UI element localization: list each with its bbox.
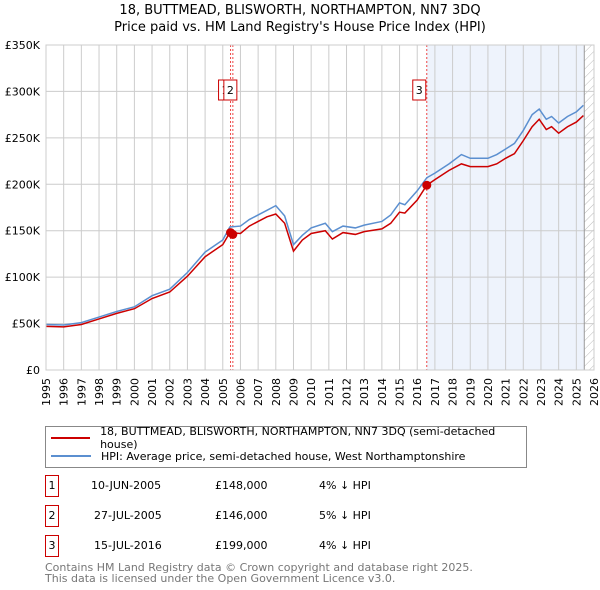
y-tick-label: £0	[26, 364, 40, 377]
transaction-hpi: 4% ↓ HPI	[319, 479, 371, 492]
x-tick-label: 2012	[341, 378, 354, 406]
x-tick-label: 2003	[181, 378, 194, 406]
transaction-row: 2 27-JUL-2005 £146,000 5% ↓ HPI	[45, 505, 445, 527]
plot-border	[45, 44, 595, 371]
x-tick-label: 2024	[553, 378, 566, 406]
x-tick-label: 2015	[394, 378, 407, 406]
sale-point-2	[228, 229, 238, 239]
transaction-price: £146,000	[215, 509, 268, 522]
x-tick-label: 2007	[252, 378, 265, 406]
transaction-date: 15-JUL-2016	[94, 539, 162, 552]
x-tick-label: 2017	[429, 378, 442, 406]
legend: 18, BUTTMEAD, BLISWORTH, NORTHAMPTON, NN…	[45, 425, 527, 468]
marker-label-3: 3	[416, 84, 423, 97]
y-tick-label: £200K	[5, 178, 41, 191]
x-tick-label: 2001	[146, 378, 159, 406]
transaction-date: 10-JUN-2005	[91, 479, 162, 492]
x-tick-label: 2022	[517, 378, 530, 406]
transaction-hpi: 4% ↓ HPI	[319, 539, 371, 552]
x-tick-label: 2002	[164, 378, 177, 406]
transaction-price: £199,000	[215, 539, 268, 552]
x-tick-label: 2020	[482, 378, 495, 406]
y-tick-label: £50K	[12, 318, 41, 331]
transaction-row: 3 15-JUL-2016 £199,000 4% ↓ HPI	[45, 535, 445, 557]
x-tick-label: 2013	[358, 378, 371, 406]
x-tick-label: 1997	[75, 378, 88, 406]
legend-label: 18, BUTTMEAD, BLISWORTH, NORTHAMPTON, NN…	[100, 425, 496, 451]
price-paid-line	[45, 115, 584, 328]
x-tick-label: 2016	[411, 378, 424, 406]
chart-subtitle: Price paid vs. HM Land Registry's House …	[114, 20, 486, 35]
hatched-region	[584, 45, 594, 370]
transaction-number: 3	[45, 535, 59, 557]
legend-swatch-blue	[51, 455, 91, 457]
marker-label-2: 2	[227, 84, 234, 97]
legend-swatch-red	[51, 437, 91, 439]
hpi-line	[45, 104, 584, 326]
marker-box-3	[412, 79, 427, 101]
x-tick-label: 1998	[93, 378, 106, 406]
y-tick-label: £100K	[5, 271, 41, 284]
footer-copyright: Contains HM Land Registry data © Crown c…	[45, 561, 473, 574]
x-tick-label: 2005	[217, 378, 230, 406]
x-tick-label: 1996	[58, 378, 71, 406]
y-tick-label: £350K	[5, 39, 41, 52]
transaction-date: 27-JUL-2005	[94, 509, 162, 522]
y-tick-label: £300K	[5, 85, 41, 98]
marker-box-2	[223, 79, 238, 101]
chart-title: 18, BUTTMEAD, BLISWORTH, NORTHAMPTON, NN…	[119, 3, 481, 18]
transaction-row: 1 10-JUN-2005 £148,000 4% ↓ HPI	[45, 475, 445, 497]
x-tick-label: 2010	[305, 378, 318, 406]
x-tick-label: 2018	[447, 378, 460, 406]
transaction-number: 1	[45, 475, 59, 497]
y-tick-label: £150K	[5, 225, 41, 238]
x-tick-label: 2008	[270, 378, 283, 406]
x-tick-label: 2021	[500, 378, 513, 406]
x-tick-label: 2023	[535, 378, 548, 406]
x-tick-label: 2019	[464, 378, 477, 406]
x-tick-label: 2011	[323, 378, 336, 406]
legend-item-property: 18, BUTTMEAD, BLISWORTH, NORTHAMPTON, NN…	[51, 425, 526, 451]
y-tick-label: £250K	[5, 132, 41, 145]
footer-licence: This data is licensed under the Open Gov…	[45, 572, 396, 585]
legend-label: HPI: Average price, semi-detached house,…	[101, 449, 466, 463]
legend-item-hpi: HPI: Average price, semi-detached house,…	[51, 448, 465, 464]
x-tick-label: 1999	[111, 378, 124, 406]
transaction-hpi: 5% ↓ HPI	[319, 509, 371, 522]
x-tick-label: 2006	[234, 378, 247, 406]
price-chart: 1995 1996 1997 1998 1999 2000 2001 2002 2003 2004…	[5, 39, 600, 406]
x-tick-label: 2026	[588, 378, 600, 406]
sale-point-3	[422, 180, 432, 190]
x-tick-label: 2009	[287, 378, 300, 406]
transaction-number: 2	[45, 505, 59, 527]
x-tick-label: 2014	[376, 378, 389, 406]
x-tick-label: 2004	[199, 378, 212, 406]
transaction-price: £148,000	[215, 479, 268, 492]
x-tick-label: 1995	[40, 378, 53, 406]
x-tick-label: 2000	[128, 378, 141, 406]
x-tick-label: 2025	[570, 378, 583, 406]
